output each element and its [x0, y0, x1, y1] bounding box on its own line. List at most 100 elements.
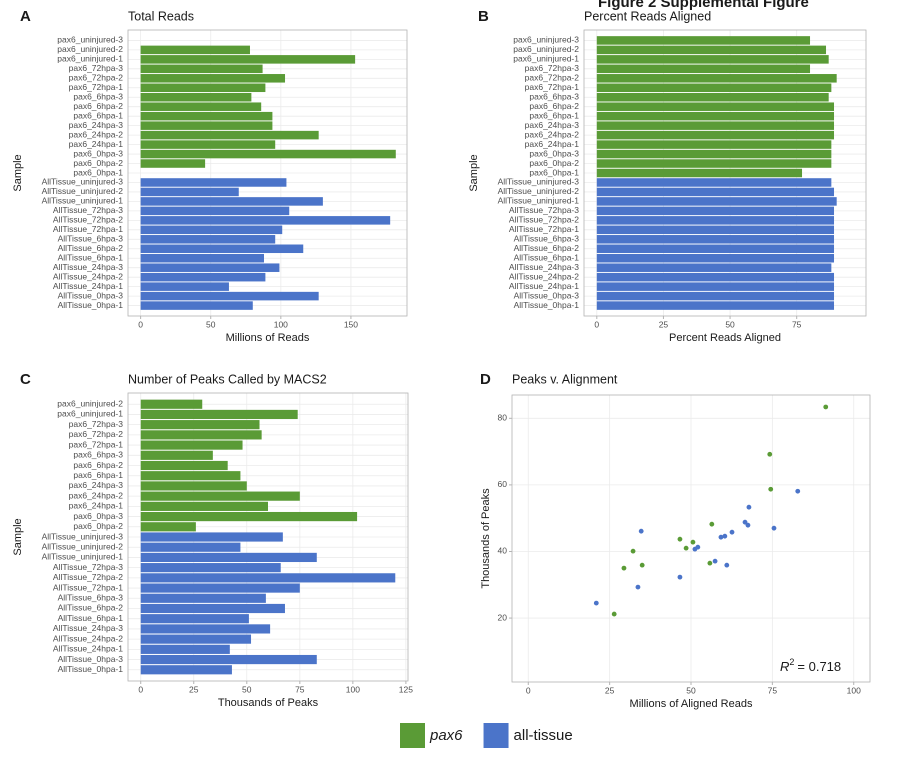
- bar: [140, 282, 229, 291]
- bar: [140, 654, 317, 665]
- bar: [140, 55, 356, 64]
- plot-border: [511, 394, 871, 683]
- y-tick-label: AllTissue_0hpa-3: [58, 290, 124, 300]
- bar: [596, 121, 835, 130]
- bar: [140, 614, 249, 624]
- bar: [596, 282, 835, 291]
- y-tick-label: 20: [498, 612, 508, 622]
- y-tick-label: pax6_6hpa-2: [529, 101, 579, 111]
- y-tick-label: pax6_72hpa-1: [69, 82, 124, 92]
- x-tick-label: 0: [594, 319, 599, 329]
- bar: [596, 225, 835, 235]
- panel-letter: B: [478, 8, 489, 25]
- point: [593, 600, 599, 606]
- bar: [596, 253, 835, 263]
- y-tick-label: AllTissue_6hpa-1: [58, 252, 124, 262]
- bar: [140, 409, 298, 420]
- y-tick-label: pax6_6hpa-2: [73, 460, 123, 470]
- y-tick-label: AllTissue_uninjured-2: [498, 186, 580, 196]
- y-tick-label: pax6_0hpa-3: [73, 148, 123, 158]
- bar: [140, 542, 241, 552]
- bar: [140, 471, 241, 481]
- bar: [140, 511, 358, 522]
- y-axis-label: Sample: [12, 518, 24, 555]
- y-tick-label: AllTissue_24hpa-2: [53, 271, 123, 281]
- y-tick-label: AllTissue_uninjured-3: [42, 177, 124, 187]
- figure-title: Figure 2 Supplemental Figure: [598, 0, 809, 11]
- x-tick-label: 75: [295, 684, 305, 694]
- point: [709, 521, 715, 527]
- y-tick-label: pax6_72hpa-1: [525, 82, 580, 92]
- y-tick-label: AllTissue_72hpa-1: [53, 582, 123, 592]
- x-tick-label: 50: [686, 685, 696, 695]
- y-tick-label: AllTissue_6hpa-1: [514, 252, 580, 262]
- x-tick-label: 75: [792, 319, 802, 329]
- point: [707, 560, 713, 566]
- bar: [140, 301, 253, 310]
- bar: [140, 216, 391, 225]
- bar: [140, 593, 266, 603]
- y-tick-label: AllTissue_72hpa-1: [53, 224, 123, 234]
- y-tick-label: AllTissue_72hpa-1: [509, 224, 579, 234]
- chart-title: Number of Peaks Called by MACS2: [128, 372, 327, 386]
- bar: [140, 130, 319, 140]
- y-tick-label: AllTissue_uninjured-1: [498, 196, 580, 206]
- y-tick-label: AllTissue_uninjured-3: [498, 177, 580, 187]
- bar: [140, 263, 280, 272]
- bar: [140, 159, 206, 168]
- legend-label: pax6: [429, 727, 463, 744]
- y-tick-label: pax6_24hpa-1: [69, 139, 124, 149]
- bar: [140, 501, 268, 511]
- y-tick-label: pax6_24hpa-2: [525, 129, 580, 139]
- y-tick-label: pax6_72hpa-2: [69, 73, 124, 83]
- y-tick-label: AllTissue_72hpa-3: [53, 562, 123, 572]
- x-tick-label: 150: [344, 319, 358, 329]
- bar: [596, 55, 829, 64]
- y-tick-label: AllTissue_24hpa-3: [53, 262, 123, 272]
- bar: [596, 159, 832, 168]
- point: [630, 548, 636, 554]
- point: [621, 565, 627, 571]
- bar: [596, 187, 835, 197]
- bar: [140, 83, 266, 93]
- y-tick-label: pax6_0hpa-1: [73, 167, 123, 177]
- bar: [596, 74, 837, 83]
- bar: [596, 301, 835, 310]
- point: [768, 486, 774, 492]
- point: [677, 574, 683, 580]
- bar: [140, 491, 300, 501]
- x-tick-label: 50: [206, 319, 216, 329]
- bar: [140, 92, 252, 102]
- panel-letter: D: [480, 371, 491, 388]
- y-tick-label: pax6_uninjured-1: [57, 54, 123, 64]
- x-axis-label: Thousands of Peaks: [218, 697, 319, 709]
- point: [722, 533, 728, 539]
- y-tick-label: AllTissue_72hpa-2: [53, 572, 123, 582]
- bar: [140, 481, 247, 491]
- bar: [596, 197, 837, 206]
- y-tick-label: 80: [498, 413, 508, 423]
- annotation-symbol: R: [780, 659, 789, 674]
- bar: [596, 36, 811, 45]
- panel-letter: A: [20, 8, 31, 25]
- y-tick-label: AllTissue_uninjured-2: [42, 541, 124, 551]
- y-tick-label: pax6_24hpa-2: [69, 129, 124, 139]
- point: [729, 529, 735, 535]
- y-tick-label: pax6_uninjured-1: [57, 409, 123, 419]
- bar: [140, 272, 266, 282]
- legend-label: all-tissue: [514, 727, 573, 744]
- y-tick-label: pax6_6hpa-3: [73, 91, 123, 101]
- plot-border: [127, 392, 409, 682]
- bar: [140, 197, 323, 206]
- bar: [140, 563, 281, 573]
- y-tick-label: pax6_0hpa-2: [529, 158, 579, 168]
- x-tick-label: 100: [274, 319, 288, 329]
- x-axis-label: Percent Reads Aligned: [669, 332, 781, 344]
- y-tick-label: pax6_72hpa-2: [69, 429, 124, 439]
- bar: [596, 168, 803, 178]
- y-tick-label: AllTissue_0hpa-1: [58, 300, 124, 310]
- y-tick-label: pax6_24hpa-1: [69, 501, 124, 511]
- y-tick-label: AllTissue_0hpa-1: [514, 300, 580, 310]
- y-axis-label: Thousands of Peaks: [480, 488, 492, 589]
